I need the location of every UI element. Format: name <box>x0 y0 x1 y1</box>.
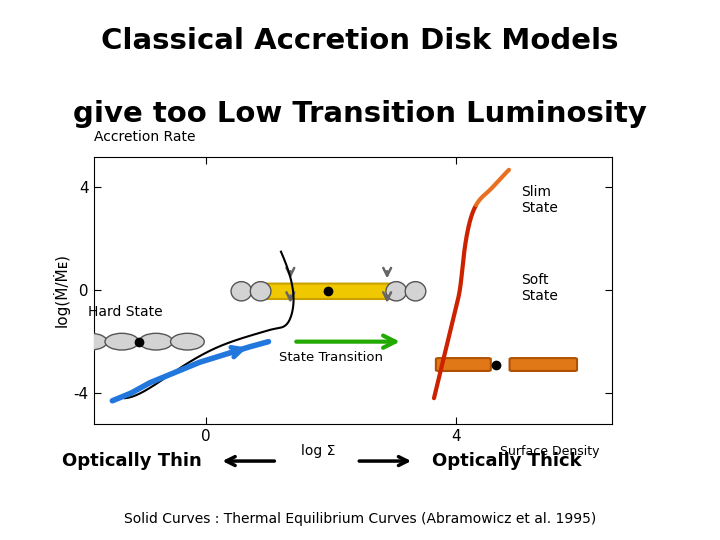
Ellipse shape <box>251 282 271 301</box>
Ellipse shape <box>231 282 252 301</box>
Ellipse shape <box>105 333 139 350</box>
Ellipse shape <box>171 333 204 350</box>
Text: Solid Curves : Thermal Equilibrium Curves (Abramowicz et al. 1995): Solid Curves : Thermal Equilibrium Curve… <box>124 512 596 526</box>
FancyBboxPatch shape <box>256 284 399 299</box>
Text: log Σ: log Σ <box>301 444 336 458</box>
Ellipse shape <box>139 333 173 350</box>
Ellipse shape <box>73 333 107 350</box>
Text: give too Low Transition Luminosity: give too Low Transition Luminosity <box>73 100 647 128</box>
Text: Surface Density: Surface Density <box>500 445 599 458</box>
Y-axis label: log(Ṁ/Ṁᴇ): log(Ṁ/Ṁᴇ) <box>53 253 69 327</box>
Text: State Transition: State Transition <box>279 350 383 363</box>
Ellipse shape <box>386 282 407 301</box>
Text: Optically Thin: Optically Thin <box>62 452 202 470</box>
Text: Optically Thick: Optically Thick <box>432 452 582 470</box>
Text: Classical Accretion Disk Models: Classical Accretion Disk Models <box>102 27 618 55</box>
Text: Slim
State: Slim State <box>521 185 558 215</box>
FancyBboxPatch shape <box>510 358 577 371</box>
FancyBboxPatch shape <box>436 358 491 371</box>
Text: Accretion Rate: Accretion Rate <box>94 130 195 144</box>
Ellipse shape <box>405 282 426 301</box>
Text: Hard State: Hard State <box>88 305 162 319</box>
Text: Soft
State: Soft State <box>521 273 558 303</box>
